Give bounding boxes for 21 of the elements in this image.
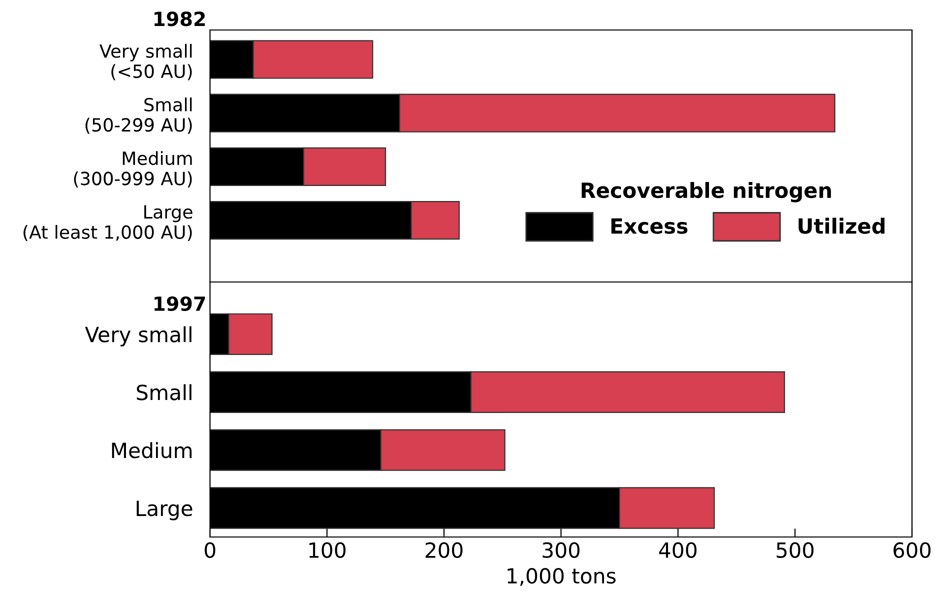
legend-label: Utilized	[798, 218, 884, 234]
legend-label: Excess	[611, 218, 688, 234]
y-tick-label: Very small (<50 AU)	[99, 44, 192, 80]
y-tick-label: Medium (300-999 AU)	[74, 151, 192, 188]
y-tick-label: Very small	[85, 326, 192, 346]
x-tick-label: 400	[659, 542, 696, 558]
y-tick-label: Medium	[112, 442, 192, 458]
y-tick-label: Small	[136, 384, 192, 400]
x-tick-label: 500	[776, 542, 814, 558]
y-tick-label: Large	[136, 500, 192, 520]
x-tick-label: 100	[309, 542, 346, 558]
y-tick-label: Large (At least 1,000 AU)	[24, 205, 192, 242]
x-tick-label: 0	[204, 542, 216, 558]
x-tick-label: 600	[894, 542, 930, 558]
x-tick-label: 200	[426, 542, 462, 558]
legend-title: Recoverable nitrogen	[582, 182, 831, 202]
x-axis-title: 1,000 tons	[508, 568, 616, 586]
text: 1997	[154, 296, 205, 312]
y-tick-label: Small (50-299 AU)	[86, 98, 192, 134]
x-tick-label: 300	[542, 542, 580, 558]
chart-title: 1982	[154, 12, 205, 26]
